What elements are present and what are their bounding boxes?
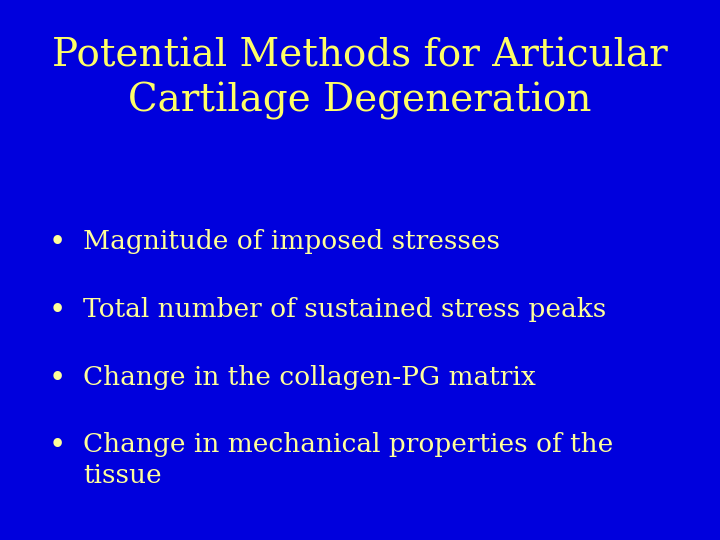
Text: Change in the collagen-PG matrix: Change in the collagen-PG matrix xyxy=(83,364,536,389)
Text: •: • xyxy=(49,364,66,393)
Text: Magnitude of imposed stresses: Magnitude of imposed stresses xyxy=(83,230,500,254)
Text: Potential Methods for Articular
Cartilage Degeneration: Potential Methods for Articular Cartilag… xyxy=(52,38,668,120)
Text: •: • xyxy=(49,432,66,460)
Text: •: • xyxy=(49,230,66,258)
Text: Total number of sustained stress peaks: Total number of sustained stress peaks xyxy=(83,297,606,322)
Text: Change in mechanical properties of the
tissue: Change in mechanical properties of the t… xyxy=(83,432,613,488)
Text: •: • xyxy=(49,297,66,325)
